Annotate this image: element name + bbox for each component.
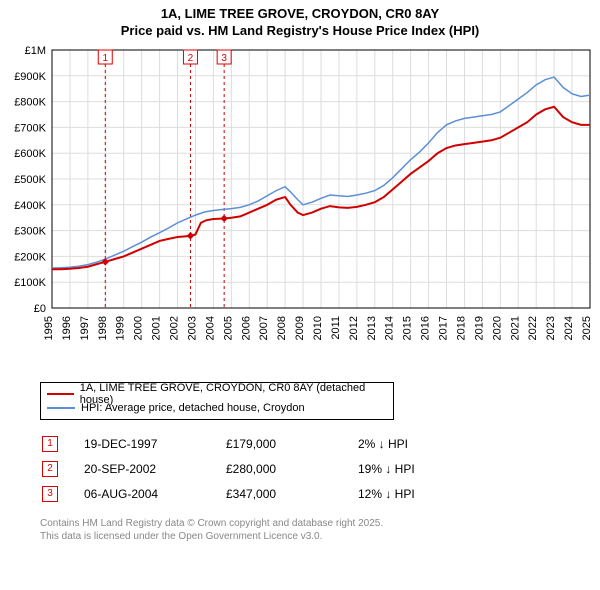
x-axis-label: 2002 [169, 316, 181, 340]
sales-row: 2 20-SEP-2002£280,00019% ↓ HPI [42, 457, 478, 480]
y-axis-label: £0 [34, 303, 46, 315]
sale-date: 20-SEP-2002 [84, 457, 224, 480]
sale-marker-1[interactable]: 1 [42, 436, 58, 452]
sale-marker-3[interactable]: 3 [42, 486, 58, 502]
y-axis-label: £500K [14, 174, 46, 186]
x-axis-label: 2009 [294, 316, 306, 340]
x-axis-label: 2003 [186, 316, 198, 340]
y-axis-label: £300K [14, 226, 46, 238]
x-axis-label: 2004 [204, 316, 216, 340]
event-marker-num: 2 [188, 53, 194, 64]
legend-swatch-hpi [47, 407, 75, 409]
x-axis-label: 2015 [402, 316, 414, 340]
legend-row-price-paid: 1A, LIME TREE GROVE, CROYDON, CR0 8AY (d… [47, 387, 387, 401]
sale-point-icon [187, 233, 193, 239]
footer-line1: Contains HM Land Registry data © Crown c… [40, 517, 600, 530]
x-axis-label: 2012 [348, 316, 360, 340]
x-axis-label: 2020 [491, 316, 503, 340]
x-axis-label: 2007 [258, 316, 270, 340]
footer-line2: This data is licensed under the Open Gov… [40, 530, 600, 543]
x-axis-label: 1996 [61, 316, 73, 340]
x-axis-label: 2021 [509, 316, 521, 340]
chart-titles: 1A, LIME TREE GROVE, CROYDON, CR0 8AY Pr… [0, 0, 600, 38]
x-axis-label: 1995 [43, 316, 55, 340]
y-axis-label: £700K [14, 122, 46, 134]
sale-date: 06-AUG-2004 [84, 482, 224, 505]
x-axis-label: 2023 [545, 316, 557, 340]
legend-box: 1A, LIME TREE GROVE, CROYDON, CR0 8AY (d… [40, 382, 394, 420]
title-address: 1A, LIME TREE GROVE, CROYDON, CR0 8AY [0, 6, 600, 21]
legend-label-hpi: HPI: Average price, detached house, Croy… [81, 402, 305, 414]
sale-hpi-diff: 12% ↓ HPI [358, 482, 478, 505]
y-axis-label: £800K [14, 97, 46, 109]
sale-point-icon [221, 215, 227, 221]
x-axis-label: 2008 [276, 316, 288, 340]
x-axis-label: 2011 [330, 316, 342, 340]
x-axis-label: 1997 [79, 316, 91, 340]
sale-hpi-diff: 2% ↓ HPI [358, 432, 478, 455]
title-subtitle: Price paid vs. HM Land Registry's House … [0, 23, 600, 38]
y-axis-label: £100K [14, 277, 46, 289]
x-axis-label: 2006 [240, 316, 252, 340]
sale-price: £280,000 [226, 457, 356, 480]
sale-price: £179,000 [226, 432, 356, 455]
y-axis-label: £900K [14, 71, 46, 83]
event-marker-num: 3 [221, 53, 227, 64]
x-axis-label: 2018 [455, 316, 467, 340]
y-axis-label: £200K [14, 251, 46, 263]
sale-price: £347,000 [226, 482, 356, 505]
x-axis-label: 2022 [527, 316, 539, 340]
footer-attribution: Contains HM Land Registry data © Crown c… [40, 517, 600, 551]
sales-row: 3 06-AUG-2004£347,00012% ↓ HPI [42, 482, 478, 505]
sale-date: 19-DEC-1997 [84, 432, 224, 455]
x-axis-label: 2005 [222, 316, 234, 340]
x-axis-label: 2010 [312, 316, 324, 340]
sale-hpi-diff: 19% ↓ HPI [358, 457, 478, 480]
y-axis-label: £400K [14, 200, 46, 212]
x-axis-label: 2001 [151, 316, 163, 340]
x-axis-label: 2019 [473, 316, 485, 340]
x-axis-label: 2024 [563, 316, 575, 340]
y-axis-label: £600K [14, 148, 46, 160]
y-axis-label: £1M [25, 45, 46, 57]
sales-row: 1 19-DEC-1997£179,0002% ↓ HPI [42, 432, 478, 455]
event-marker-num: 1 [102, 53, 108, 64]
x-axis-label: 2016 [420, 316, 432, 340]
x-axis-label: 2000 [133, 316, 145, 340]
x-axis-label: 1998 [97, 316, 109, 340]
x-axis-label: 2013 [366, 316, 378, 340]
legend-swatch-price-paid [47, 393, 74, 395]
line-chart: £0 £100K £200K £300K £400K £500K £600K £700K £80… [0, 38, 600, 378]
chart-area: £0 £100K £200K £300K £400K £500K £600K £700K £80… [0, 38, 600, 378]
sales-table: 1 19-DEC-1997£179,0002% ↓ HPI 2 20-SEP-2002… [40, 430, 480, 507]
sale-marker-2[interactable]: 2 [42, 461, 58, 477]
x-axis-label: 1999 [115, 316, 127, 340]
x-axis-label: 2017 [438, 316, 450, 340]
x-axis-label: 2014 [384, 316, 396, 340]
x-axis-label: 2025 [581, 316, 593, 340]
